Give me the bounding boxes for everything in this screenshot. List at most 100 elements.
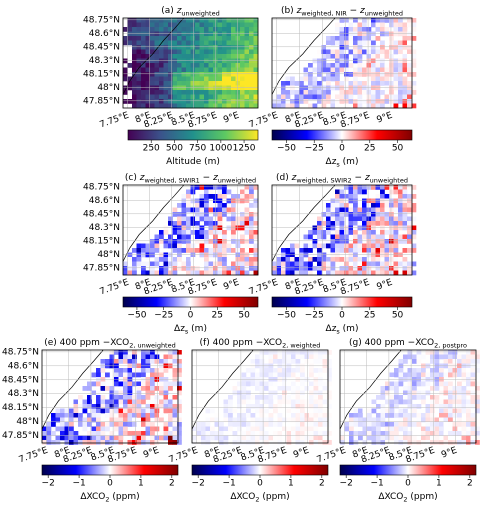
map-cell (362, 198, 367, 204)
map-cell (168, 270, 173, 276)
map-cell (141, 431, 146, 436)
map-cell (380, 18, 385, 23)
map-cell (154, 234, 160, 240)
map-cell (282, 354, 287, 360)
map-cell (210, 417, 215, 423)
map-cell (348, 72, 354, 77)
map-cell (159, 103, 164, 109)
map-cell (204, 198, 209, 204)
map-cell (317, 270, 322, 276)
map-cell (168, 22, 173, 28)
map-cell (430, 417, 435, 423)
map-cell (208, 185, 214, 190)
map-cell (313, 350, 319, 355)
map-cell (168, 422, 173, 427)
map-cell (286, 359, 292, 364)
map-cell (141, 440, 146, 445)
map-cell (416, 404, 422, 409)
map-cell (168, 99, 173, 104)
map-cell (141, 417, 146, 423)
map-cell (448, 354, 453, 360)
map-cell (402, 221, 408, 226)
map-cell (299, 270, 304, 276)
map-cell (240, 189, 245, 195)
map-cell (141, 85, 146, 91)
map-cell (430, 435, 435, 441)
map-cell (241, 381, 247, 387)
map-cell (240, 270, 245, 276)
map-cell (132, 63, 137, 68)
map-cell (330, 72, 336, 77)
map-cell (186, 90, 191, 95)
map-cell (204, 27, 209, 32)
map-cell (335, 198, 340, 204)
map-cell (475, 368, 480, 373)
map-cell (384, 54, 390, 59)
map-cell (330, 239, 336, 244)
map-cell (318, 417, 323, 423)
map-cell (371, 85, 376, 91)
map-cell (286, 417, 292, 423)
map-cell (217, 189, 223, 195)
map-cell (163, 72, 169, 77)
map-cell (389, 67, 394, 73)
map-cell (244, 194, 250, 199)
map-cell (204, 31, 209, 37)
map-cell (132, 266, 137, 271)
map-cell (380, 435, 386, 441)
map-cell (335, 85, 340, 91)
map-cell (402, 27, 408, 32)
map-cell (393, 225, 399, 231)
map-cell (452, 422, 458, 427)
map-cell (127, 40, 133, 46)
map-cell (290, 252, 295, 258)
map-cell (273, 440, 278, 445)
map-cell (231, 76, 236, 82)
map-cell (253, 85, 259, 91)
map-cell (42, 435, 47, 441)
map-cell (335, 207, 340, 213)
map-cell (366, 63, 372, 68)
map-cell (100, 381, 106, 387)
map-cell (246, 422, 251, 427)
map-cell (393, 203, 399, 208)
map-cell (384, 230, 390, 235)
text-part: ΔXCO (230, 492, 255, 502)
map-cell (228, 426, 233, 432)
map-cell (402, 185, 408, 190)
map-cell (150, 94, 155, 100)
map-cell (295, 413, 301, 418)
map-cell (222, 36, 227, 41)
map-cell (466, 390, 471, 396)
map-cell (132, 417, 137, 423)
map-cell (335, 94, 340, 100)
map-cell (253, 22, 259, 28)
map-cell (145, 248, 151, 253)
map-cell (327, 417, 332, 423)
map-cell (150, 440, 155, 445)
map-cell (439, 377, 444, 382)
colorbar-tick-label: 25 (212, 311, 223, 321)
map-cell (304, 440, 310, 445)
map-cell (204, 221, 209, 226)
text-part: Δz (174, 324, 185, 334)
map-cell (82, 408, 88, 414)
map-cell (226, 31, 232, 37)
map-cell (172, 395, 178, 400)
map-cell (309, 435, 314, 441)
map-cell (222, 76, 227, 82)
map-cell (255, 399, 260, 405)
map-cell (136, 422, 142, 427)
map-cell (448, 359, 453, 364)
map-cell (348, 266, 354, 271)
map-cell (303, 270, 309, 276)
map-cell (163, 45, 169, 50)
map-cell (195, 198, 200, 204)
map-cell (317, 49, 322, 55)
map-cell (339, 248, 345, 253)
subscript: 2 (105, 496, 109, 504)
y-tick-label: 48.75°N (2, 347, 39, 357)
map-cell (380, 76, 385, 82)
map-cell (434, 417, 440, 423)
map-cell (199, 81, 205, 86)
